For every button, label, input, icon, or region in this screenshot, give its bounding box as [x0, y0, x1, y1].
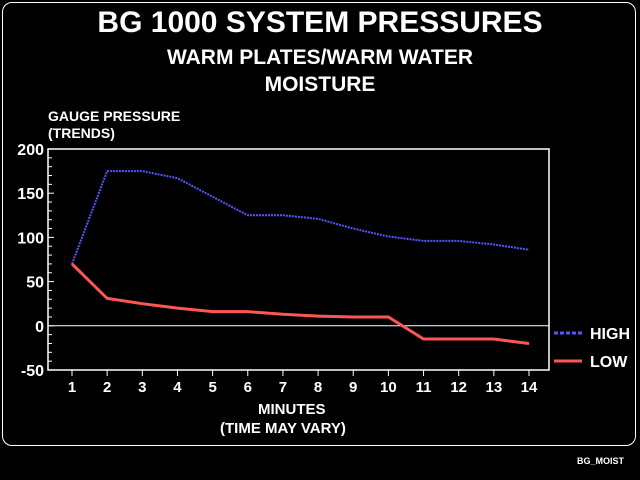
chart-frame — [2, 2, 636, 446]
chart-title: BG 1000 SYSTEM PRESSURES — [97, 6, 543, 39]
y-tick-label: 50 — [26, 275, 44, 292]
x-tick-label: 10 — [380, 379, 397, 396]
y-tick-label: 100 — [17, 230, 44, 247]
x-tick-label: 9 — [349, 379, 357, 396]
y-axis-label-2: (TRENDS) — [48, 125, 115, 141]
x-tick-label: 8 — [314, 379, 322, 396]
y-tick-label: 200 — [17, 142, 44, 159]
x-axis-label-1: MINUTES — [258, 401, 326, 418]
series-line-high — [71, 170, 530, 265]
x-tick-label: 7 — [279, 379, 287, 396]
y-axis-label-1: GAUGE PRESSURE — [48, 108, 181, 124]
series-line-low — [70, 262, 530, 345]
x-tick-label: 13 — [486, 379, 503, 396]
x-tick-label: 14 — [521, 379, 538, 396]
legend-label-low: LOW — [590, 354, 628, 371]
chart-subtitle-2: MOISTURE — [264, 73, 376, 96]
x-tick-label: 12 — [450, 379, 467, 396]
y-tick-label: 0 — [35, 319, 44, 336]
y-tick-label: -50 — [21, 363, 44, 380]
footer-label: BG_MOIST — [576, 456, 624, 466]
x-tick-label: 3 — [138, 379, 146, 396]
legend-label-high: HIGH — [590, 326, 630, 343]
plot-area — [47, 148, 550, 371]
y-tick-label: 150 — [17, 186, 44, 203]
chart-subtitle-1: WARM PLATES/WARM WATER — [166, 46, 474, 69]
x-tick-label: 11 — [416, 379, 432, 396]
x-tick-label: 2 — [103, 379, 111, 396]
x-tick-label: 1 — [68, 379, 76, 396]
x-tick-label: 6 — [244, 379, 252, 396]
x-axis-label-2: (TIME MAY VARY) — [220, 420, 346, 437]
x-tick-label: 4 — [173, 379, 182, 396]
x-tick-label: 5 — [208, 379, 216, 396]
